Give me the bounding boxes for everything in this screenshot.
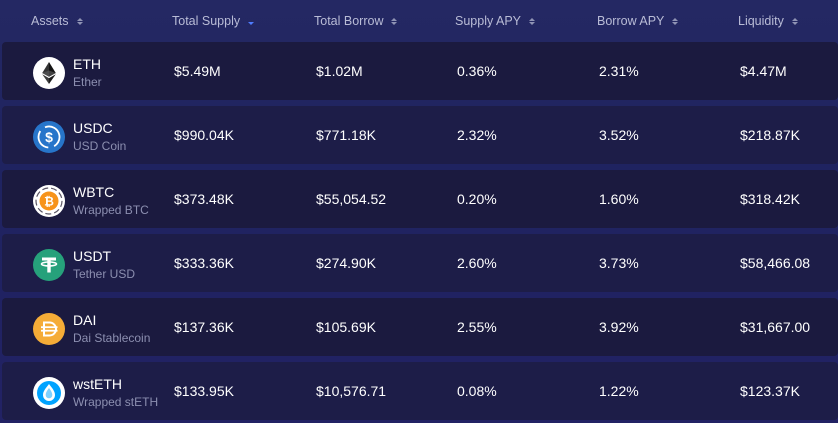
total-borrow-value: $105.69K [316, 319, 376, 335]
column-header-label: Total Supply [172, 14, 241, 28]
total-borrow-value: $10,576.71 [316, 383, 387, 399]
supply-apy-value: 2.55% [457, 319, 497, 335]
asset-cell: USDT Tether USD [33, 247, 135, 282]
eth-icon [33, 56, 65, 89]
asset-name: USD Coin [73, 139, 127, 153]
asset-name: Dai Stablecoin [73, 331, 151, 345]
total-supply-value: $137.36K [174, 319, 234, 335]
table-row-wsteth[interactable]: wstETH Wrapped stETH $133.95K $10,576.71… [2, 362, 838, 420]
column-header-label: Assets [31, 14, 69, 28]
column-header-liquidity[interactable]: Liquidity [738, 13, 798, 29]
supply-apy-value: 0.20% [457, 191, 497, 207]
borrow-apy-value: 3.52% [599, 127, 639, 143]
liquidity-value: $123.37K [740, 383, 800, 399]
svg-text:$: $ [45, 129, 53, 145]
table-row-eth[interactable]: ETH Ether $5.49M $1.02M 0.36% 2.31% $4.4… [2, 42, 838, 100]
dai-icon [33, 312, 65, 345]
supply-apy-value: 0.36% [457, 63, 497, 79]
sort-descending-icon [248, 18, 255, 25]
total-borrow-value: $1.02M [316, 63, 363, 79]
total-borrow-value: $55,054.52 [316, 191, 387, 207]
liquidity-value: $31,667.00 [740, 319, 811, 335]
table-row-dai[interactable]: DAI Dai Stablecoin $137.36K $105.69K 2.5… [2, 298, 838, 356]
column-header-supply-apy[interactable]: Supply APY [455, 13, 536, 29]
sort-icon [791, 17, 798, 25]
liquidity-value: $4.47M [740, 63, 787, 79]
table-row-usdc[interactable]: $ USDC USD Coin $990.04K $771.18K 2.32% … [2, 106, 838, 164]
asset-symbol: USDC [73, 120, 113, 136]
asset-symbol: USDT [73, 248, 112, 264]
sort-icon [76, 17, 83, 25]
asset-symbol: wstETH [73, 376, 122, 392]
asset-cell: ₿ WBTC Wrapped BTC [33, 183, 149, 218]
total-supply-value: $990.04K [174, 127, 234, 143]
table-row-usdt[interactable]: USDT Tether USD $333.36K $274.90K 2.60% … [2, 234, 838, 292]
liquidity-value: $318.42K [740, 191, 800, 207]
column-header-total-supply[interactable]: Total Supply [172, 13, 255, 29]
asset-cell: $ USDC USD Coin [33, 119, 126, 154]
asset-symbol: WBTC [73, 184, 115, 200]
asset-cell: DAI Dai Stablecoin [33, 311, 150, 346]
total-supply-value: $373.48K [174, 191, 234, 207]
table-row-wbtc[interactable]: ₿ WBTC Wrapped BTC $373.48K $55,054.52 0… [2, 170, 838, 228]
asset-name: Ether [73, 75, 102, 89]
borrow-apy-value: 3.92% [599, 319, 639, 335]
table-header: Assets Total Supply Total Borrow Supply … [0, 0, 838, 40]
total-supply-value: $133.95K [174, 383, 234, 399]
asset-name: Tether USD [73, 267, 136, 281]
asset-symbol: ETH [73, 56, 101, 72]
borrow-apy-value: 1.60% [599, 191, 639, 207]
supply-apy-value: 2.60% [457, 255, 497, 271]
column-header-assets[interactable]: Assets [31, 13, 83, 29]
column-header-borrow-apy[interactable]: Borrow APY [597, 13, 679, 29]
column-header-total-borrow[interactable]: Total Borrow [314, 13, 398, 29]
total-supply-value: $333.36K [174, 255, 234, 271]
supply-apy-value: 2.32% [457, 127, 497, 143]
usdt-icon [33, 248, 65, 281]
asset-symbol: DAI [73, 312, 97, 328]
asset-cell: wstETH Wrapped stETH [33, 375, 158, 410]
supply-apy-value: 0.08% [457, 383, 497, 399]
borrow-apy-value: 3.73% [599, 255, 639, 271]
column-header-label: Total Borrow [314, 14, 384, 28]
column-header-label: Supply APY [455, 14, 522, 28]
total-borrow-value: $771.18K [316, 127, 376, 143]
wsteth-icon [33, 376, 65, 409]
total-borrow-value: $274.90K [316, 255, 376, 271]
asset-cell: ETH Ether [33, 55, 102, 90]
borrow-apy-value: 2.31% [599, 63, 639, 79]
usdc-icon: $ [33, 120, 65, 153]
total-supply-value: $5.49M [174, 63, 221, 79]
borrow-apy-value: 1.22% [599, 383, 639, 399]
sort-icon [391, 17, 398, 25]
asset-name: Wrapped BTC [73, 203, 149, 217]
column-header-label: Liquidity [738, 14, 784, 28]
wbtc-icon: ₿ [33, 184, 65, 217]
svg-text:₿: ₿ [44, 194, 54, 208]
sort-icon [672, 17, 679, 25]
liquidity-value: $58,466.08 [740, 255, 811, 271]
liquidity-value: $218.87K [740, 127, 800, 143]
sort-icon [529, 17, 536, 25]
column-header-label: Borrow APY [597, 14, 665, 28]
asset-name: Wrapped stETH [73, 395, 159, 409]
